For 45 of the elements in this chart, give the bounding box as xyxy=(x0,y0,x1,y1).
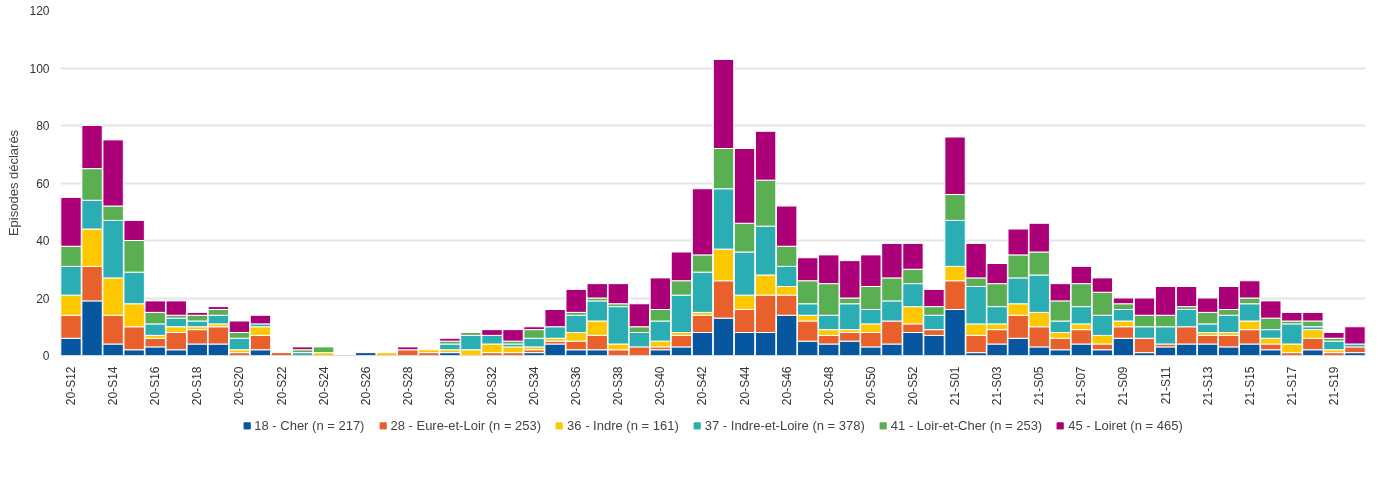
x-tick-label: 21-S03 xyxy=(990,366,1005,406)
x-tick-label: 20-S24 xyxy=(316,366,331,406)
y-tick-label: 100 xyxy=(29,61,50,76)
x-tick-label: 20-S20 xyxy=(232,366,247,406)
x-tick-label: 20-S44 xyxy=(737,366,752,406)
x-tick-label: 20-S32 xyxy=(484,366,499,406)
x-tick-label: 21-S09 xyxy=(1116,366,1131,406)
x-tick-label: 20-S40 xyxy=(653,366,668,406)
legend-label: 41 - Loir-et-Cher (n = 253) xyxy=(890,417,1043,433)
x-tick-label: 21-S17 xyxy=(1284,366,1299,406)
x-tick-label: 20-S46 xyxy=(779,366,794,406)
x-tick-label: 20-S38 xyxy=(611,366,626,406)
y-tick-label: 0 xyxy=(42,349,50,363)
x-tick-label: 20-S36 xyxy=(569,366,584,406)
x-tick-label: 21-S05 xyxy=(1032,366,1047,406)
x-tick-label: 20-S14 xyxy=(106,366,121,406)
legend-label: 18 - Cher (n = 217) xyxy=(254,417,365,433)
x-tick-label: 21-S19 xyxy=(1326,366,1341,406)
x-tick-label: 21-S01 xyxy=(948,366,963,406)
y-axis-title: Episodes déclarés xyxy=(6,129,22,237)
x-tick-label: 20-S26 xyxy=(358,366,373,406)
x-tick-label: 20-S48 xyxy=(821,366,836,406)
x-tick-label: 21-S15 xyxy=(1242,366,1257,406)
x-tick-label: 20-S16 xyxy=(148,366,163,406)
x-tick-label: 20-S50 xyxy=(863,366,878,406)
x-tick-label: 20-S34 xyxy=(527,366,542,406)
x-tick-label: 21-S13 xyxy=(1200,366,1215,406)
legend-label: 36 - Indre (n = 161) xyxy=(567,417,679,433)
y-tick-label: 120 xyxy=(29,4,50,18)
x-tick-label: 20-S22 xyxy=(274,366,289,406)
y-tick-label: 20 xyxy=(36,291,50,306)
x-tick-label: 20-S52 xyxy=(905,366,920,406)
x-tick-label: 21-S07 xyxy=(1074,366,1089,406)
y-tick-label: 80 xyxy=(36,119,50,133)
legend-label: 45 - Loiret (n = 465) xyxy=(1068,417,1183,433)
legend-label: 37 - Indre-et-Loire (n = 378) xyxy=(704,417,865,433)
x-tick-label: 21-S11 xyxy=(1158,366,1173,405)
y-tick-label: 60 xyxy=(36,176,50,191)
x-tick-label: 20-S12 xyxy=(64,366,79,406)
x-tick-label: 20-S30 xyxy=(442,366,457,406)
y-tick-label: 40 xyxy=(36,234,50,248)
x-tick-label: 20-S28 xyxy=(400,366,415,406)
x-tick-label: 20-S18 xyxy=(190,366,205,406)
legend-label: 28 - Eure-et-Loir (n = 253) xyxy=(390,417,542,433)
x-tick-label: 20-S42 xyxy=(695,366,710,406)
